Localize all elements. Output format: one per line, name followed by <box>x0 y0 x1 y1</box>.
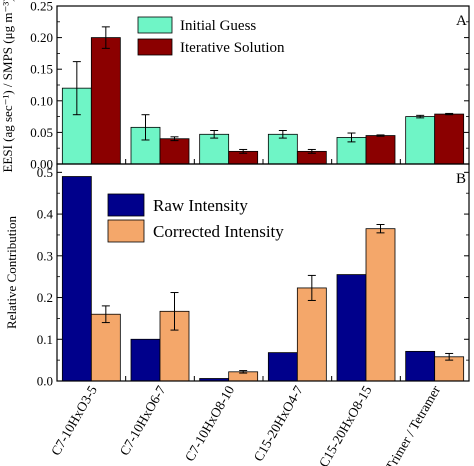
category-label: C15-20HxO8-15 <box>316 383 375 466</box>
y-tick-label: 0.05 <box>30 125 53 140</box>
legend-label: Raw Intensity <box>153 196 248 215</box>
y-tick-label: 0.3 <box>37 248 53 263</box>
panel-letter: B <box>456 171 466 187</box>
bar <box>130 338 161 382</box>
category-label: C7-10HxO6-7 <box>117 383 169 458</box>
bar <box>159 138 190 165</box>
y-tick-label: 0.0 <box>37 374 53 389</box>
y-tick-label: 0.15 <box>30 62 53 77</box>
bar <box>199 133 230 165</box>
y-tick-label: 0.25 <box>30 0 53 14</box>
bar <box>267 133 298 165</box>
bar <box>365 135 396 165</box>
panel-a: 0.00 0.05 0.10 0.15 0.20 0.25 EESI (ag sec⁻¹) … <box>0 0 470 173</box>
category-label: C15-20HxO4-7 <box>251 383 306 464</box>
y-tick-label: 0.1 <box>37 332 53 347</box>
y-tick-label: 0.20 <box>30 30 53 45</box>
legend-swatch <box>107 193 145 217</box>
legend-swatch <box>137 16 173 34</box>
panel-letter: A <box>456 13 467 29</box>
y-tick-label: 0.4 <box>37 207 54 222</box>
legend-label: Iterative Solution <box>180 40 285 56</box>
category-label: Trimer / Tetramer <box>382 383 443 466</box>
bar <box>405 116 436 165</box>
y-axis-label: Relative Contribution <box>4 215 19 329</box>
y-tick-label: 0.5 <box>37 165 53 180</box>
panel-b: 0.0 0.1 0.2 0.3 0.4 0.5 Relative Contribution B… <box>4 163 470 466</box>
bar <box>365 228 396 382</box>
bar <box>405 350 436 382</box>
legend-label: Corrected Intensity <box>153 222 284 241</box>
category-label: C7-10HxO3-5 <box>48 383 100 458</box>
legend-swatch <box>137 38 173 56</box>
bar <box>267 352 298 382</box>
y-tick-label: 0.2 <box>37 290 53 305</box>
bar <box>296 287 327 382</box>
bar <box>61 176 92 382</box>
legend-label: Initial Guess <box>180 18 256 34</box>
bar <box>90 313 121 382</box>
bar <box>336 274 367 382</box>
category-label: C7-10HxO8-10 <box>182 383 237 464</box>
y-tick-label: 0.10 <box>30 93 53 108</box>
bar <box>90 37 121 165</box>
legend-swatch <box>107 219 145 243</box>
y-axis-label: EESI (ag sec⁻¹) / SMPS (μg m⁻³) <box>0 0 15 173</box>
bar <box>434 113 465 165</box>
y-tick-label: 0.00 <box>30 157 53 172</box>
